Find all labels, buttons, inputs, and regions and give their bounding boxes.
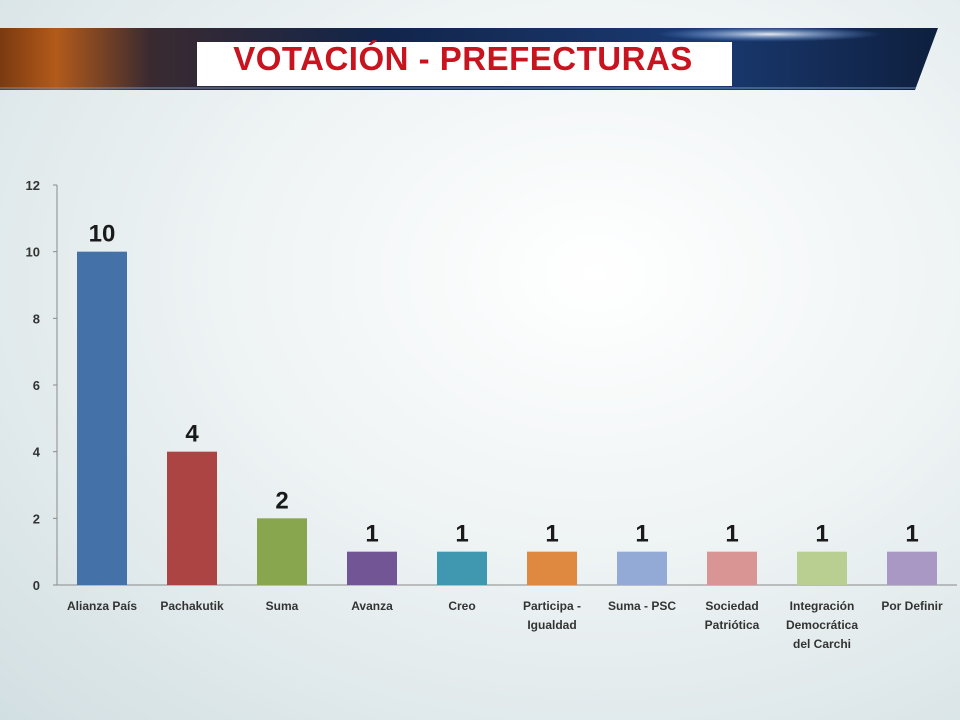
category-label-line: Suma - PSC: [608, 599, 676, 613]
data-label: 1: [905, 521, 918, 548]
y-tick-label: 2: [33, 511, 40, 526]
category-label: Suma - PSC: [608, 599, 676, 613]
y-tick-label: 12: [26, 178, 40, 193]
category-label-line: Sociedad: [705, 599, 758, 613]
data-label: 1: [725, 521, 738, 548]
bar: [887, 551, 937, 585]
slide-title: VOTACIÓN - PREFECTURAS: [233, 40, 693, 77]
bar: [797, 551, 847, 585]
category-label: Integración Democrática del Carchi: [786, 599, 858, 651]
data-label: 10: [89, 221, 116, 248]
data-label: 1: [365, 521, 378, 548]
y-tick-label: 6: [33, 378, 40, 393]
bar: [167, 451, 217, 585]
bar: [347, 551, 397, 585]
category-label: Participa - Igualdad: [523, 599, 581, 632]
category-label: Pachakutik: [160, 599, 224, 613]
category-label: Por Definir: [881, 599, 943, 613]
title-banner: VOTACIÓN - PREFECTURAS: [0, 28, 960, 94]
bar: [437, 551, 487, 585]
y-tick-label: 10: [26, 245, 40, 260]
bar: [527, 551, 577, 585]
banner-background: [0, 28, 938, 90]
category-label-line: Creo: [448, 599, 475, 613]
category-label-line: Alianza País: [67, 599, 137, 613]
category-label-line: Democrática: [786, 618, 858, 632]
category-label: Sociedad Patriótica: [705, 599, 760, 632]
bar: [77, 251, 127, 585]
category-label-line: Avanza: [351, 599, 393, 613]
bar: [257, 518, 307, 585]
category-label: Avanza: [351, 599, 393, 613]
category-label-line: del Carchi: [793, 637, 851, 651]
bar: [707, 551, 757, 585]
category-label: Alianza País: [67, 599, 137, 613]
category-label-line: Pachakutik: [160, 599, 224, 613]
data-label: 1: [815, 521, 828, 548]
data-label: 1: [545, 521, 558, 548]
category-label: Creo: [448, 599, 475, 613]
y-tick-label: 4: [33, 445, 41, 460]
data-label: 1: [455, 521, 468, 548]
category-label-line: Participa -: [523, 599, 581, 613]
category-label-line: Integración: [790, 599, 855, 613]
y-tick-label: 0: [33, 578, 40, 593]
bar: [617, 551, 667, 585]
y-tick-label: 8: [33, 311, 40, 326]
category-label: Suma: [266, 599, 299, 613]
category-label-line: Por Definir: [881, 599, 943, 613]
category-label-line: Patriótica: [705, 618, 760, 632]
category-label-line: Igualdad: [527, 618, 576, 632]
data-label: 4: [185, 421, 199, 448]
data-label: 2: [275, 487, 288, 514]
data-label: 1: [635, 521, 648, 548]
category-label-line: Suma: [266, 599, 299, 613]
